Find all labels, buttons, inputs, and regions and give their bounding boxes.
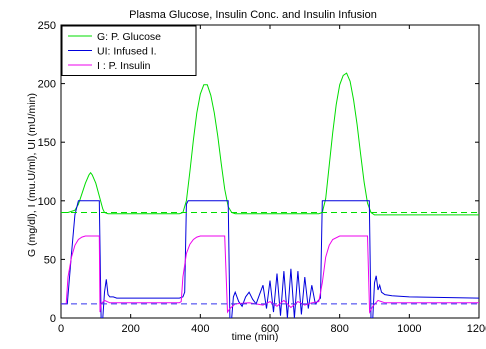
series-line-1 [61,200,479,318]
x-tick-label: 0 [58,323,64,335]
y-tick-label: 150 [38,137,56,149]
series-line-0 [61,72,479,216]
y-tick-label: 0 [50,313,56,325]
y-tick-label: 250 [38,20,56,32]
y-tick-label: 100 [38,196,56,208]
y-tick-label: 200 [38,79,56,91]
x-tick-label: 600 [261,323,279,335]
chart-title: Plasma Glucose, Insulin Conc. and Insuli… [129,9,377,21]
y-tick-label: 50 [44,254,56,266]
x-tick-label: 800 [330,323,348,335]
legend: G: P. Glucose UI: Infused I. I : P. Insuli… [61,25,197,76]
series-line-2 [61,235,479,314]
x-tick-label: 400 [191,323,209,335]
legend-entry: I : P. Insulin [97,60,151,72]
y-axis-label: G (mg/dl), I (mu.U/ml), UI (mU/min) [26,93,38,257]
x-axis-label: time (min) [232,331,279,343]
x-tick-label: 1000 [397,323,421,335]
legend-entry: G: P. Glucose [97,31,161,43]
legend-entry: UI: Infused I. [97,46,157,58]
x-tick-label: 200 [121,323,139,335]
